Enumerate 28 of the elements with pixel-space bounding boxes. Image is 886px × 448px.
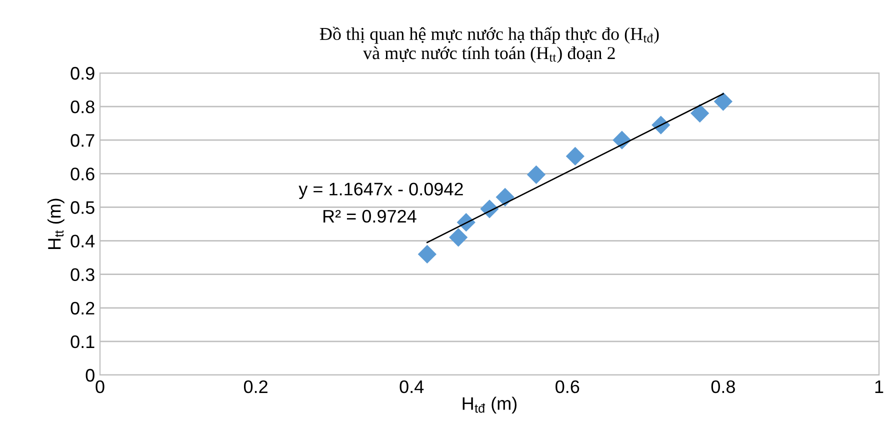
y-tick-label: 0.5 [70, 201, 94, 214]
x-tick-label: 0.6 [556, 380, 580, 394]
point [714, 92, 733, 111]
annotation: y = 1.1647x - 0.0942 [298, 182, 463, 200]
point [496, 188, 514, 206]
y-tick-label: 0.3 [70, 268, 94, 282]
y-tick-label: 0.7 [70, 134, 94, 147]
y-tick-label: 0.4 [70, 234, 95, 248]
point [526, 165, 546, 184]
y-tick-label: 0.9 [70, 66, 94, 80]
x-tick-label: 0.8 [711, 380, 735, 394]
x-tick-label: 0.2 [244, 380, 268, 394]
annotation: R² = 0.9724 [323, 210, 416, 223]
point [690, 104, 710, 123]
y-tick-label: 0.6 [70, 168, 94, 180]
y-axis-title: H$_{tt}$ (m) [48, 198, 64, 249]
chart-title: Đồ thị quan hệ mực nước hạ thấp thực đo (H$_{tđ}$) và mực nước tính toán (H$_{tt}$) đoạn 2 [320, 26, 659, 63]
x-tick-label: 0 [96, 380, 104, 394]
x-tick-label: 0.4 [400, 380, 424, 394]
y-tick-label: 0.1 [70, 335, 94, 348]
point [449, 228, 468, 247]
point [418, 244, 436, 264]
y-tick-label: 0 [86, 368, 94, 382]
y-tick-label: 0.2 [70, 302, 94, 315]
x-tick-label: 1 [875, 380, 884, 393]
point [566, 146, 585, 166]
y-tick-label: 0.8 [70, 100, 94, 114]
x-axis-title: H$_{tđ}$ (m) [462, 396, 517, 414]
